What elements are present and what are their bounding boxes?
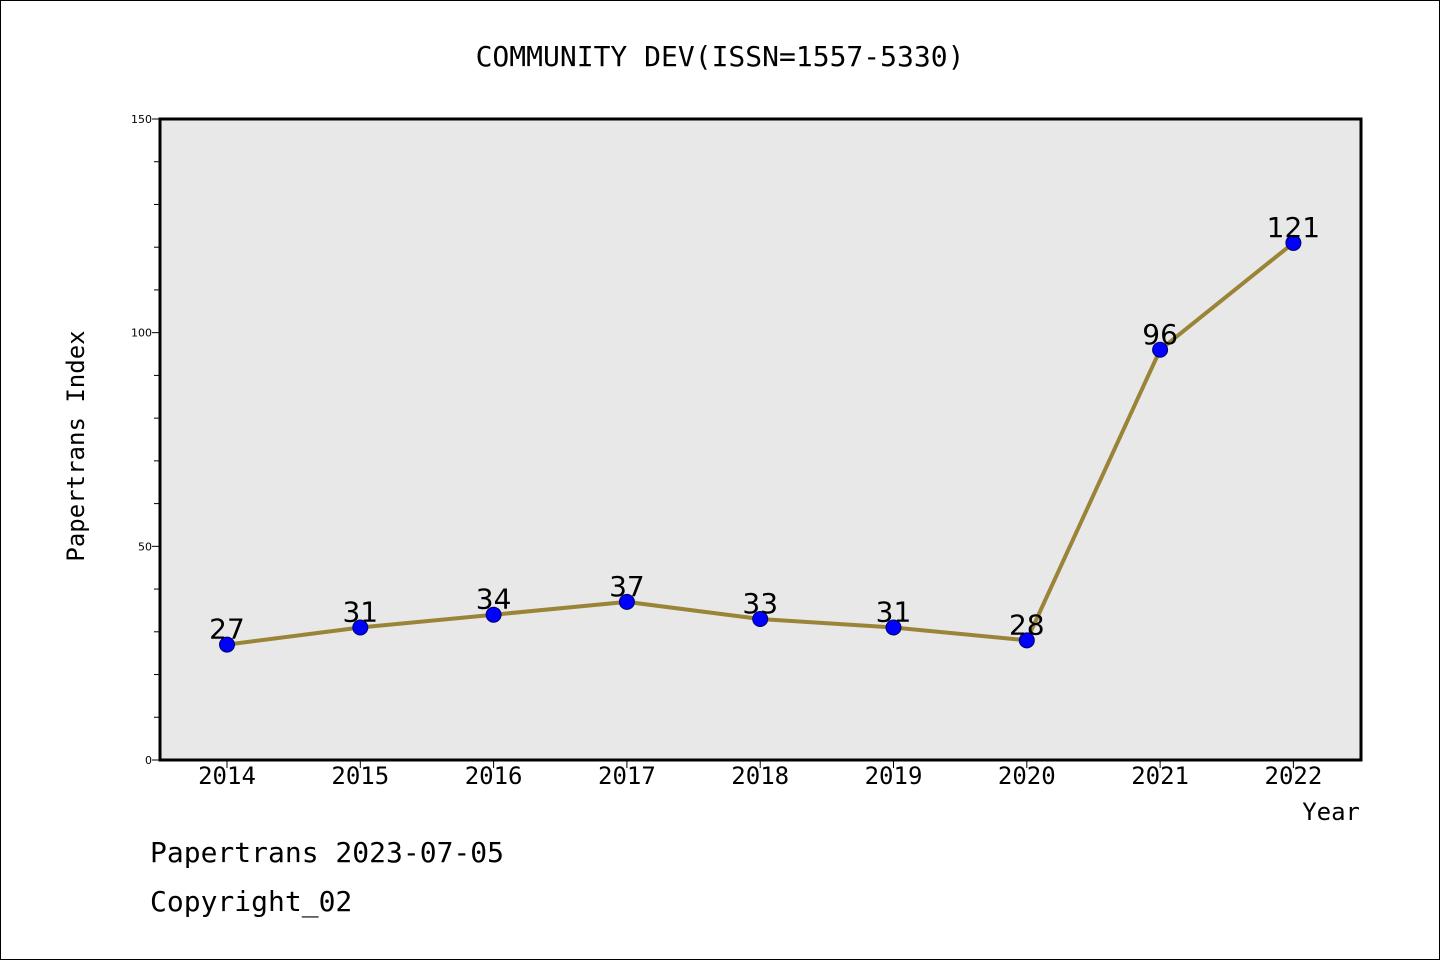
data-label: 121 xyxy=(1267,211,1320,244)
plot-area xyxy=(158,117,1363,762)
x-tick-label: 2018 xyxy=(731,762,789,790)
footer-date: Papertrans 2023-07-05 xyxy=(150,836,505,869)
y-tick-label: 150 xyxy=(131,113,152,126)
x-tick-label: 2021 xyxy=(1131,762,1189,790)
chart-title: COMMUNITY DEV(ISSN=1557-5330) xyxy=(476,40,965,73)
data-labels: 27 31 34 37 33 31 28 96 121 xyxy=(209,211,1320,646)
data-label: 31 xyxy=(342,596,378,629)
data-point xyxy=(1285,234,1302,251)
x-tick-label: 2014 xyxy=(198,762,256,790)
data-label: 96 xyxy=(1142,318,1178,351)
x-axis-ticks: 2014 2015 2016 2017 2018 2019 2020 2021 2022 xyxy=(198,760,1322,790)
x-tick-label: 2022 xyxy=(1265,762,1323,790)
data-point xyxy=(485,606,502,623)
data-point xyxy=(219,636,235,653)
data-label: 31 xyxy=(876,596,912,629)
footer-copyright: Copyright_02 xyxy=(150,885,353,918)
data-point xyxy=(885,619,902,636)
x-tick-label: 2016 xyxy=(465,762,523,790)
data-point xyxy=(618,593,635,610)
data-label: 28 xyxy=(1009,608,1045,641)
y-axis-label: Papertrans Index xyxy=(62,330,90,561)
data-label: 27 xyxy=(209,613,245,646)
data-label: 34 xyxy=(476,583,512,616)
data-point xyxy=(752,610,769,627)
data-point xyxy=(1018,632,1035,649)
x-tick-label: 2020 xyxy=(998,762,1056,790)
y-tick-label: 50 xyxy=(138,540,152,553)
x-axis-label: Year xyxy=(1302,798,1360,826)
x-tick-label: 2017 xyxy=(598,762,656,790)
y-tick-label: 100 xyxy=(131,327,152,340)
data-point xyxy=(1152,341,1169,358)
x-tick-label: 2019 xyxy=(865,762,923,790)
data-label: 37 xyxy=(609,570,645,603)
y-axis-ticks: 0 50 100 150 xyxy=(131,113,160,767)
series-markers xyxy=(219,234,1302,653)
data-point xyxy=(352,619,369,636)
x-tick-label: 2015 xyxy=(331,762,389,790)
data-label: 33 xyxy=(742,587,778,620)
y-tick-label: 0 xyxy=(145,754,152,767)
